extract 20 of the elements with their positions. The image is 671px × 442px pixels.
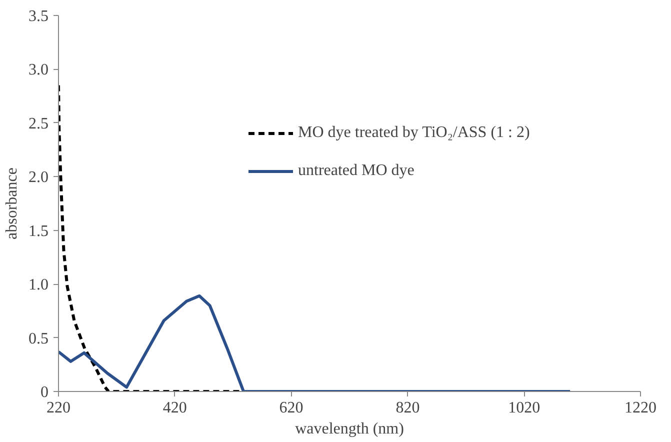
x-tick-label: 1220 (624, 400, 656, 416)
y-tick-label: 2.0 (28, 169, 48, 186)
y-tick-label: 1.0 (28, 276, 48, 294)
x-tick-label: 820 (396, 400, 420, 416)
y-tick-label: 2.5 (28, 115, 48, 132)
y-tick-label: 1.5 (28, 222, 48, 240)
legend-label: untreated MO dye (298, 162, 414, 180)
x-tick-label: 1020 (508, 400, 540, 416)
y-tick-label: 0 (40, 384, 48, 401)
x-axis-title: wavelength (nm) (295, 420, 404, 438)
y-axis-title: absorbance (4, 168, 20, 240)
y-tick-label: 3.0 (28, 62, 48, 79)
line-series (58, 84, 241, 392)
x-tick-label: 420 (162, 400, 187, 416)
x-tick-label: 620 (279, 400, 304, 416)
line-series (58, 294, 572, 392)
y-tick-label: 0.5 (28, 330, 48, 348)
legend-label: MO dye treated by TiO₂/ASS (1 : 2) (298, 124, 530, 142)
y-tick-label: 3.5 (28, 8, 48, 25)
x-tick-label: 220 (46, 400, 70, 416)
